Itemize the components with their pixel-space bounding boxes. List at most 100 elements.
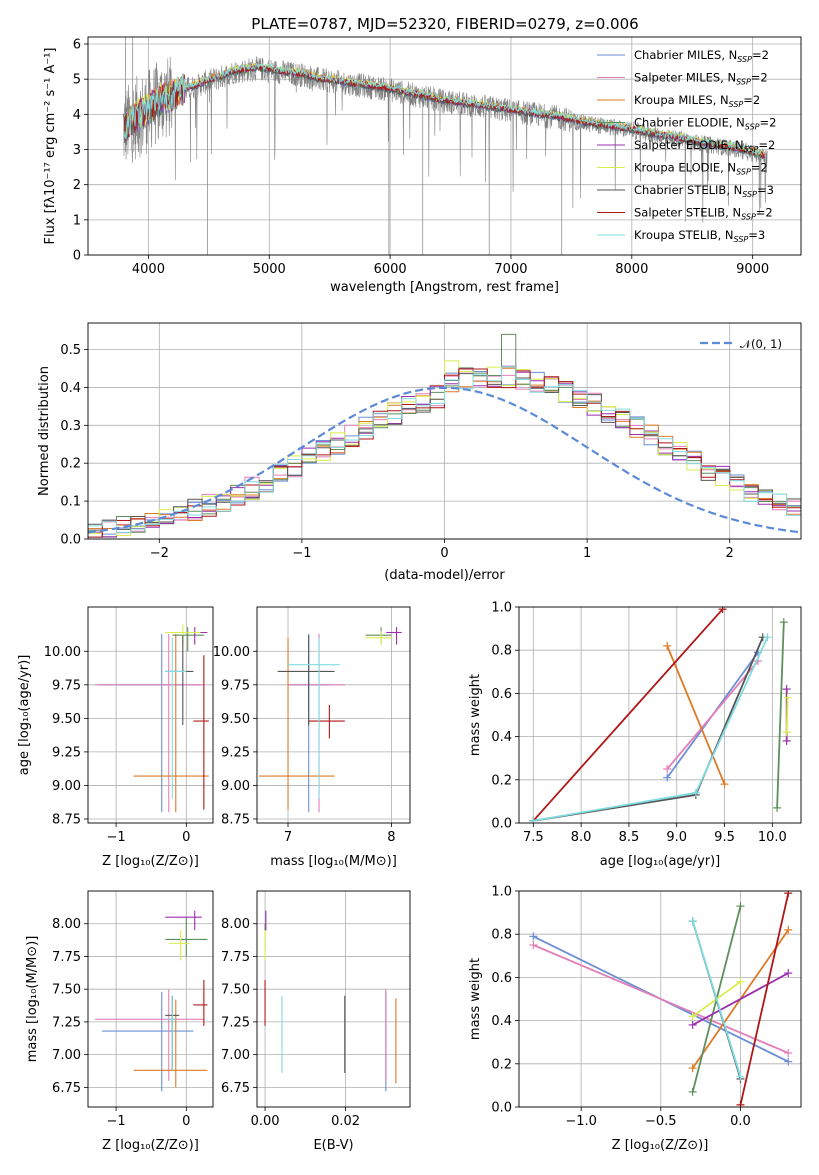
- x-tick-label: 1: [583, 546, 591, 561]
- y-axis-label: Normed distribution: [37, 366, 52, 496]
- y-tick-label: 7.75: [221, 950, 250, 965]
- y-tick-label: 7.50: [221, 983, 250, 998]
- y-tick-label: 0.2: [60, 457, 81, 472]
- plot-area: [122, 37, 768, 255]
- weight-line-salpeter-stelib: [532, 608, 724, 822]
- x-tick-label: −1.0: [565, 1114, 597, 1129]
- x-tick-label: 0: [182, 1114, 190, 1129]
- legend-label: Kroupa MILES, NSSP=2: [634, 93, 760, 109]
- y-tick-label: 7.00: [52, 1048, 81, 1063]
- y-tick-label: 2: [73, 178, 81, 193]
- x-tick-label: 6000: [374, 262, 407, 277]
- y-tick-label: 0.8: [491, 644, 512, 659]
- axes-frame: [87, 890, 214, 1108]
- x-tick-label: −1: [107, 1114, 126, 1129]
- legend-label: Kroupa STELIB, NSSP=3: [634, 228, 765, 244]
- x-axis-label: Z [log₁₀(Z/Z⊙)]: [102, 1138, 199, 1153]
- y-tick-label: 9.75: [221, 678, 250, 693]
- y-tick-label: 0.8: [491, 928, 512, 943]
- y-tick-label: 1.0: [491, 601, 512, 616]
- y-tick-label: 1.0: [491, 885, 512, 900]
- panel-spectrum: 4000 5000 6000 7000 8000 9000 0 1 2 3 4 5 6: [73, 36, 802, 277]
- y-axis-label: mass [log₁₀(M/M⊙)]: [25, 936, 40, 1063]
- y-tick-label: 1: [73, 213, 81, 228]
- x-tick-label: −2: [150, 546, 169, 561]
- grid: [88, 891, 213, 1107]
- x-axis-label: Z [log₁₀(Z/Z⊙)]: [102, 854, 199, 869]
- y-tick-label: 8.00: [221, 917, 250, 932]
- x-tick-label: 10.0: [758, 830, 787, 845]
- y-axis-label: mass weight: [468, 674, 483, 756]
- plot-area: [529, 607, 792, 823]
- weight-line-kroupa-elodie: [785, 697, 789, 733]
- y-tick-label: 9.25: [221, 745, 250, 760]
- plot-area: [529, 891, 793, 1107]
- y-tick-label: 9.50: [52, 712, 81, 727]
- weight-line-kroupa-stelib: [533, 636, 769, 822]
- weight-line-salpeter-miles: [666, 660, 759, 770]
- weight-line-salpeter-elodie: [692, 972, 789, 1026]
- legend-label: Chabrier STELIB, NSSP=3: [634, 183, 774, 199]
- x-tick-label: −1: [107, 830, 126, 845]
- y-tick-label: 0.6: [491, 687, 512, 702]
- x-tick-label: 9.0: [666, 830, 687, 845]
- y-tick-label: 0.2: [491, 773, 512, 788]
- axes-frame: [87, 322, 802, 540]
- y-tick-label: 0.0: [491, 817, 512, 832]
- legend-label: Salpeter STELIB, NSSP=2: [634, 206, 773, 222]
- plot-area: [264, 910, 397, 1092]
- y-tick-label: 0: [73, 249, 81, 264]
- model-line-salpeter-stelib: [123, 64, 765, 160]
- grid: [257, 607, 410, 823]
- x-axis-label: E(B-V): [313, 1138, 353, 1153]
- y-tick-label: 7.00: [221, 1048, 250, 1063]
- y-tick-label: 0.1: [60, 495, 81, 510]
- x-axis-label: Z [log₁₀(Z/Z⊙)]: [612, 1138, 709, 1153]
- x-tick-label: 0.0: [730, 1114, 751, 1129]
- x-tick-label: 9000: [736, 262, 769, 277]
- y-tick-label: 7.75: [52, 950, 81, 965]
- y-tick-label: 9.50: [221, 712, 250, 727]
- legend-label: 𝒩(0, 1): [740, 337, 782, 351]
- y-tick-label: 9.00: [52, 779, 81, 794]
- y-tick-label: 6: [73, 38, 81, 53]
- y-tick-label: 10.00: [213, 645, 250, 660]
- y-tick-label: 9.25: [52, 745, 81, 760]
- x-axis-label: mass [log₁₀(M/M⊙)]: [270, 854, 397, 869]
- y-tick-label: 8.00: [52, 917, 81, 932]
- x-tick-label: 7000: [494, 262, 527, 277]
- weight-line-kroupa-stelib: [691, 920, 742, 1078]
- histogram-salpeter-stelib: [88, 368, 801, 538]
- weight-line-chabrier-elodie: [776, 622, 785, 808]
- x-axis-label: (data-model)/error: [384, 568, 505, 583]
- x-tick-label: 8.0: [571, 830, 592, 845]
- y-tick-label: 8.75: [52, 812, 81, 827]
- panel-age-weight: 7.5 8.0 8.5 9.0 9.5 10.0 0.0 0.2 0.4 0.6 0.8 1.0: [491, 601, 802, 845]
- y-tick-label: 9.00: [221, 779, 250, 794]
- y-tick-label: 7.25: [221, 1015, 250, 1030]
- legend-label: Chabrier ELODIE, NSSP=2: [634, 116, 776, 132]
- x-tick-label: 2: [726, 546, 734, 561]
- model-line-kroupa-stelib: [123, 62, 765, 157]
- y-tick-label: 0.4: [491, 1014, 512, 1029]
- histogram-kroupa-stelib: [88, 366, 801, 533]
- y-tick-label: 0.6: [491, 971, 512, 986]
- weight-line-salpeter-miles: [532, 944, 789, 1054]
- y-tick-label: 0.4: [491, 730, 512, 745]
- plot-area: [95, 624, 209, 813]
- panel-z-weight: −1.0 −0.5 0.0 0.0 0.2 0.4 0.6 0.8 1.0: [491, 885, 802, 1129]
- axes-frame: [518, 890, 802, 1108]
- axes-frame: [87, 36, 802, 256]
- y-axis-label: age [log₁₀(age/yr)]: [17, 655, 32, 776]
- y-tick-label: 8.75: [221, 812, 250, 827]
- y-tick-label: 9.75: [52, 678, 81, 693]
- y-axis-label: Flux [fλ10⁻¹⁷ erg cm⁻² s⁻¹ A⁻¹]: [43, 48, 58, 245]
- y-tick-label: 0.3: [60, 419, 81, 434]
- x-tick-label: 0: [182, 830, 190, 845]
- y-tick-label: 7.50: [52, 983, 81, 998]
- x-tick-label: 5000: [253, 262, 286, 277]
- legend-label: Chabrier MILES, NSSP=2: [634, 48, 769, 64]
- y-tick-label: 0.4: [60, 381, 81, 396]
- x-axis-label: wavelength [Angstrom, rest frame]: [330, 280, 559, 295]
